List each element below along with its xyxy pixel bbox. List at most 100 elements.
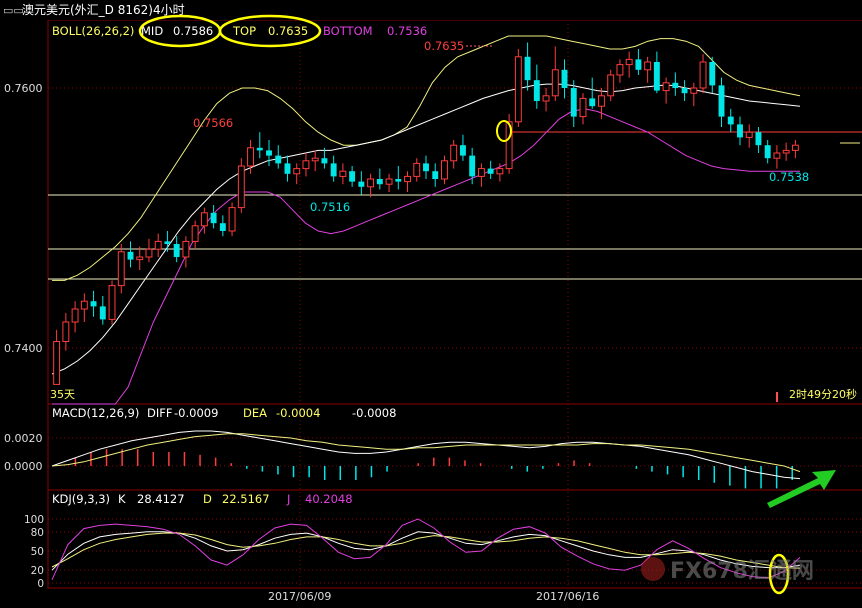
bottom-label: BOTTOM: [323, 24, 373, 38]
candle-body-up: [773, 152, 781, 159]
window-title: 澳元美元(外汇_D 8162)4小时: [22, 3, 185, 17]
candle-body-up: [311, 157, 319, 162]
mid-value: 0.7586: [173, 24, 213, 38]
candle-body-up: [367, 178, 375, 188]
candle-body-up: [385, 178, 393, 185]
macd-dea-label: DEA: [243, 406, 267, 420]
watermark: FX678汇通网: [641, 557, 814, 584]
candle-body-down: [672, 82, 679, 88]
green-arrow-icon: [767, 470, 836, 508]
candlesticks[interactable]: [53, 42, 799, 385]
bottom-value: 0.7536: [387, 24, 427, 38]
mid-label: MID: [141, 24, 163, 38]
candle-body-down: [423, 163, 429, 172]
current-bar-marker: [776, 392, 778, 402]
macd-diff-label: DIFF: [147, 406, 172, 420]
candle-body-down: [764, 145, 771, 159]
candle-body-down: [737, 124, 743, 138]
kdj-k-label: K: [118, 492, 126, 506]
boll-bottom-line: [52, 108, 800, 405]
x-tick-date-2: 2017/06/16: [536, 590, 599, 603]
candle-body-down: [164, 241, 171, 244]
kdj-d-label: D: [203, 492, 212, 506]
candle-body-up: [644, 61, 652, 71]
kdj-y-tick-20: 20: [31, 565, 44, 577]
kdj-j-label: J: [286, 492, 290, 506]
candle-body-down: [755, 132, 762, 146]
annotation-high: 0.7635: [424, 39, 464, 53]
candle-body-down: [210, 212, 217, 224]
countdown-timer: 2时49分20秒: [789, 387, 857, 401]
candle-body-up: [247, 147, 254, 167]
candle-body-down: [90, 301, 97, 307]
candle-body-down: [487, 168, 494, 174]
candle-body-down: [681, 88, 688, 94]
kdj-y-tick-0: 0: [37, 578, 44, 590]
candle-body-down: [727, 116, 734, 125]
candle-body-down: [256, 147, 263, 151]
candle-body-down: [173, 244, 180, 257]
highlight-circle-kdj: [768, 553, 790, 595]
left-footer-label: 35天: [50, 388, 75, 401]
annotation-peak-left: 0.7566: [193, 116, 233, 130]
candle-body-up: [662, 82, 670, 92]
kdj-series: [51, 518, 801, 581]
kdj-y-tick-80: 80: [31, 527, 44, 539]
boll-top-line: [52, 35, 801, 281]
candle-body-up: [237, 165, 245, 209]
candle-body-up: [598, 95, 605, 107]
candle-body-up: [542, 95, 550, 102]
macd-y-tick-0: 0.0000: [4, 460, 43, 473]
highlight-circle-top: [218, 14, 322, 48]
macd-dea-value: -0.0004: [276, 406, 320, 420]
macd-dea-line: [51, 433, 801, 473]
candle-body-up: [413, 162, 421, 177]
macd-y-tick-0-0020: 0.0020: [4, 432, 43, 445]
kdj-y-tick-50: 50: [31, 546, 44, 558]
macd-label: MACD(12,26,9): [52, 406, 139, 420]
title-bar: [0, 0, 862, 20]
candle-body-up: [450, 144, 458, 162]
y-tick-0-7400: 0.7400: [4, 342, 43, 355]
window-menu-icon[interactable]: ▭▭: [3, 4, 24, 17]
candle-body-up: [441, 160, 448, 180]
macd-series: [51, 430, 801, 489]
candle-body-down: [349, 171, 356, 182]
candle-body-up: [136, 256, 144, 261]
candle-body-up: [154, 240, 162, 250]
candle-body-down: [127, 251, 134, 260]
kdj-label: KDJ(9,3,3): [52, 492, 110, 506]
kdj-k-value: 28.4127: [137, 492, 185, 506]
candle-body-up: [62, 321, 70, 342]
candle-body-down: [321, 158, 328, 164]
macd-diff-line: [51, 430, 801, 480]
candle-body-up: [293, 168, 301, 175]
candle-body-up: [625, 58, 633, 66]
candle-body-down: [219, 223, 226, 231]
candle-body-down: [533, 80, 540, 101]
candle-body-down: [469, 155, 476, 177]
candle-body-up: [496, 168, 504, 175]
top-label: TOP: [232, 24, 256, 38]
candle-body-up: [108, 285, 116, 320]
candle-body-up: [607, 74, 615, 97]
candle-body-up: [505, 121, 513, 170]
kdj-y-tick-100: 100: [24, 514, 44, 526]
candle-body-up: [477, 168, 485, 177]
candle-body-down: [718, 85, 725, 117]
kdj-j-line: [51, 518, 801, 581]
candle-body-up: [745, 131, 753, 138]
candle-body-down: [376, 179, 383, 185]
candle-body-down: [395, 179, 402, 182]
candle-body-down: [432, 171, 439, 179]
candle-body-down: [709, 62, 716, 86]
candle-body-up: [579, 97, 587, 118]
macd-diff-value: -0.0009: [174, 406, 218, 420]
annotation-trough: 0.7516: [310, 200, 350, 214]
candle-body-up: [302, 160, 310, 170]
kdj-j-value: 40.2048: [305, 492, 353, 506]
candle-body-down: [561, 69, 568, 88]
